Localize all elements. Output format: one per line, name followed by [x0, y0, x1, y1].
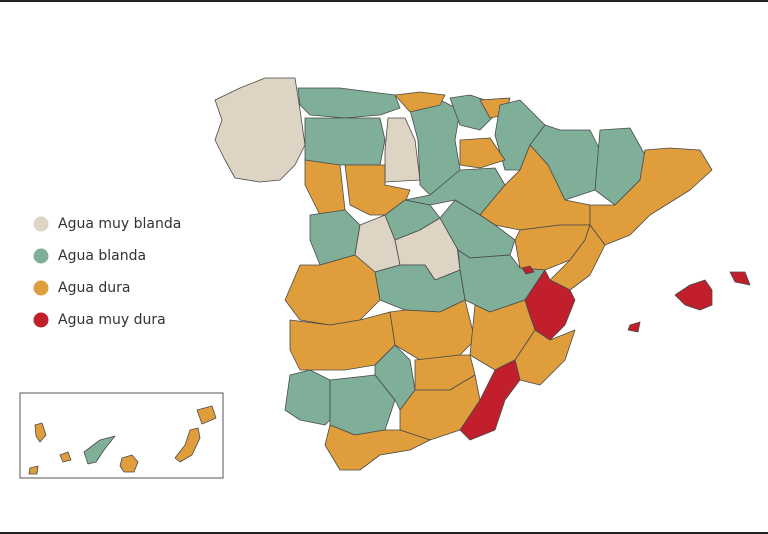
province [729, 271, 751, 286]
legend: Agua muy blanda Agua blanda Agua dura Agua … [33, 216, 181, 328]
province [59, 451, 72, 463]
province [196, 405, 217, 425]
province [34, 422, 47, 443]
province [399, 374, 481, 441]
canary-inset [19, 392, 224, 479]
provinces [214, 77, 751, 471]
province [627, 321, 641, 333]
legend-swatch [33, 248, 49, 264]
province [374, 264, 466, 313]
legend-swatch [33, 312, 49, 328]
legend-label: Agua blanda [58, 248, 146, 264]
province [119, 454, 139, 473]
province [324, 424, 431, 471]
legend-swatch [33, 216, 49, 232]
province [284, 254, 381, 326]
province [28, 465, 39, 475]
legend-label: Agua muy blanda [58, 216, 181, 232]
province [304, 159, 346, 216]
province [521, 265, 535, 275]
province [297, 87, 401, 119]
canary-islands [28, 405, 217, 475]
province [304, 117, 386, 166]
legend-label: Agua dura [58, 280, 130, 296]
legend-label: Agua muy dura [58, 312, 166, 328]
legend-swatch [33, 280, 49, 296]
province [394, 91, 446, 113]
province [214, 77, 306, 183]
province [589, 147, 713, 246]
province [674, 279, 713, 311]
province [174, 427, 201, 463]
province [459, 137, 506, 169]
province [83, 435, 116, 465]
province [284, 369, 331, 426]
